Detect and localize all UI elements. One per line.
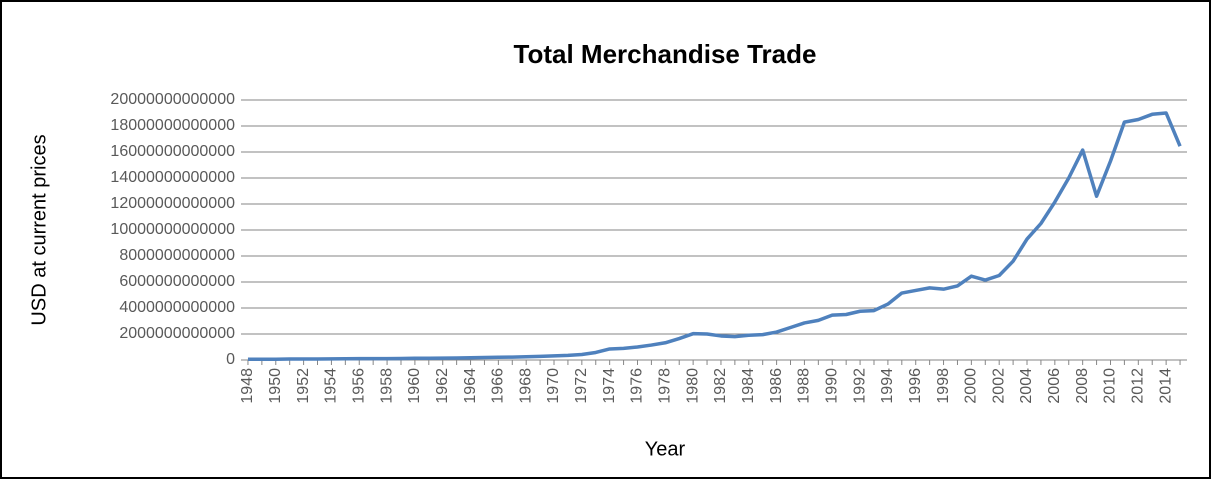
x-tick-label: 1950 <box>267 368 284 404</box>
y-tick-label: 12000000000000 <box>110 195 235 212</box>
x-tick-label: 1990 <box>823 368 840 404</box>
y-tick-label: 4000000000000 <box>119 299 235 316</box>
y-axis-label: USD at current prices <box>28 134 50 325</box>
x-tick-label: 1980 <box>684 368 701 404</box>
x-tick-label: 2006 <box>1046 368 1063 404</box>
x-tick-label: 2000 <box>963 368 980 404</box>
x-tick-label: 1984 <box>740 368 757 404</box>
x-tick-label: 2004 <box>1018 368 1035 404</box>
y-tick-label: 6000000000000 <box>119 273 235 290</box>
x-tick-label: 2014 <box>1157 368 1174 404</box>
x-tick-label: 1956 <box>350 368 367 404</box>
x-tick-label: 1972 <box>573 368 590 404</box>
y-tick-label: 10000000000000 <box>110 221 235 238</box>
x-tick-label: 1962 <box>434 368 451 404</box>
x-tick-label: 1960 <box>406 368 423 404</box>
y-tick-label: 18000000000000 <box>110 117 235 134</box>
x-tick-label: 1982 <box>712 368 729 404</box>
chart-title: Total Merchandise Trade <box>514 39 817 69</box>
y-tick-label: 20000000000000 <box>110 91 235 108</box>
x-tick-label: 2010 <box>1102 368 1119 404</box>
x-tick-label: 1968 <box>517 368 534 404</box>
x-tick-label: 1988 <box>796 368 813 404</box>
x-tick-label: 1958 <box>378 368 395 404</box>
y-tick-label: 14000000000000 <box>110 169 235 186</box>
x-tick-label: 1952 <box>295 368 312 404</box>
data-line <box>247 111 1182 361</box>
x-tick-label: 2008 <box>1074 368 1091 404</box>
x-tick-label: 1994 <box>879 368 896 404</box>
x-tick-label: 1948 <box>239 368 256 404</box>
y-tick-label: 2000000000000 <box>119 325 235 342</box>
x-tick-label: 1976 <box>629 368 646 404</box>
x-tick-label: 1966 <box>490 368 507 404</box>
x-tick-label: 1970 <box>545 368 562 404</box>
x-tick-label: 2002 <box>990 368 1007 404</box>
x-tick-label: 1974 <box>601 368 618 404</box>
y-tick-label: 16000000000000 <box>110 143 235 160</box>
x-tick-label: 1992 <box>851 368 868 404</box>
x-tick-label: 1986 <box>768 368 785 404</box>
x-tick-label: 1954 <box>323 368 340 404</box>
x-tick-label: 1998 <box>935 368 952 404</box>
x-tick-label: 1964 <box>462 368 479 404</box>
x-tick-label: 1996 <box>907 368 924 404</box>
x-tick-label: 2012 <box>1130 368 1147 404</box>
x-axis-label: Year <box>645 438 686 460</box>
y-tick-label: 0 <box>226 351 235 368</box>
y-tick-label: 8000000000000 <box>119 247 235 264</box>
x-tick-label: 1978 <box>657 368 674 404</box>
